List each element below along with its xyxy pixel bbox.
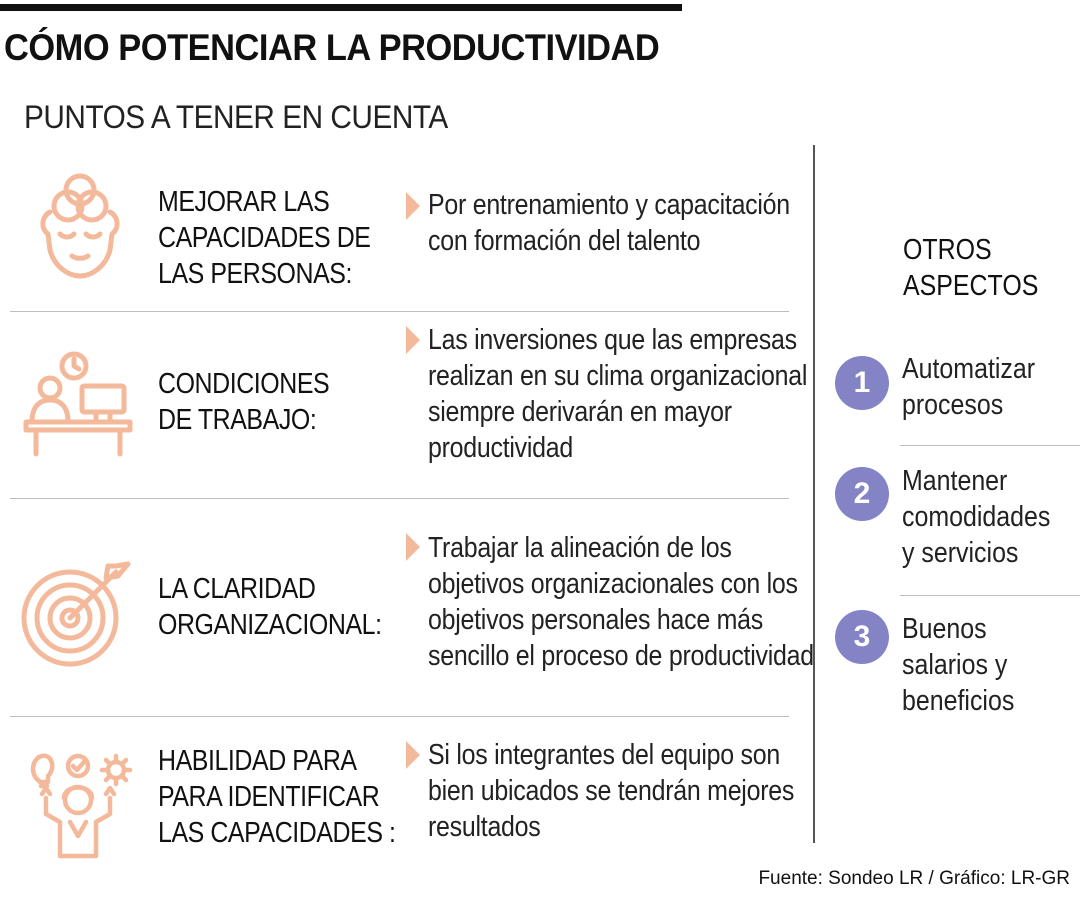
side-item-2-text: Mantener comodidades y servicios xyxy=(902,465,1051,569)
item-3-title: LA CLARIDAD ORGANIZACIONAL: xyxy=(158,573,382,641)
number-badge-3: 3 xyxy=(835,610,889,664)
number-badge-2: 2 xyxy=(835,467,889,521)
page-subtitle: PUNTOS A TENER EN CUENTA xyxy=(24,99,448,135)
bullet-arrow-icon xyxy=(406,192,420,220)
row-divider xyxy=(10,311,789,312)
item-3-description: Trabajar la alineación de los objetivos … xyxy=(428,532,814,672)
number-badge-1: 1 xyxy=(835,356,889,410)
bullet-arrow-icon xyxy=(406,533,420,561)
row-divider xyxy=(10,716,789,717)
desk-worker-icon xyxy=(22,350,134,458)
item-4-title: HABILIDAD PARA PARA IDENTIFICAR LAS CAPA… xyxy=(158,745,396,849)
side-divider xyxy=(900,445,1080,446)
top-rule xyxy=(0,4,682,11)
bullet-arrow-icon xyxy=(406,326,420,354)
row-divider xyxy=(10,498,789,499)
item-1-description: Por entrenamiento y capacitación con for… xyxy=(428,189,790,257)
person-ideas-icon xyxy=(24,750,136,862)
side-item-1-text: Automatizar procesos xyxy=(902,353,1036,421)
side-item-3-text: Buenos salarios y beneficios xyxy=(902,613,1015,717)
side-title: OTROS ASPECTOS xyxy=(903,234,1039,302)
item-2-title: CONDICIONES DE TRABAJO: xyxy=(158,368,330,436)
source-credit: Fuente: Sondeo LR / Gráfico: LR-GR xyxy=(758,868,1070,889)
item-1-title: MEJORAR LAS CAPACIDADES DE LAS PERSONAS: xyxy=(158,186,371,290)
page-title: CÓMO POTENCIAR LA PRODUCTIVIDAD xyxy=(4,27,660,68)
head-brain-icon xyxy=(28,170,132,280)
target-arrow-icon xyxy=(20,556,134,670)
vertical-divider xyxy=(813,145,815,843)
item-2-description: Las inversiones que las empresas realiza… xyxy=(428,324,808,464)
item-4-description: Si los integrantes del equipo son bien u… xyxy=(428,739,795,843)
bullet-arrow-icon xyxy=(406,741,420,769)
side-divider xyxy=(900,595,1080,596)
